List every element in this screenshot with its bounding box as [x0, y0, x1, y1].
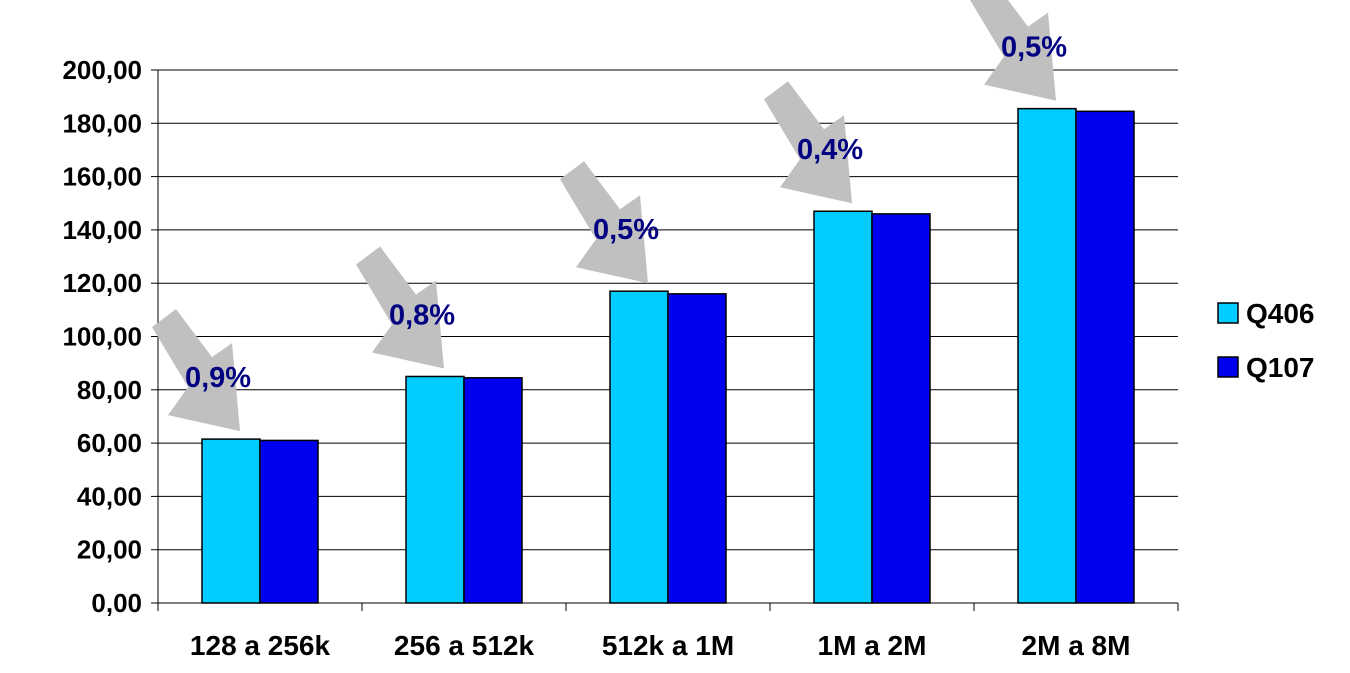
arrow-shape	[970, 0, 1056, 101]
legend-label: Q406	[1246, 298, 1315, 329]
legend-swatch	[1217, 356, 1239, 378]
y-tick-label: 0,00	[91, 588, 142, 618]
y-tick-label: 200,00	[62, 55, 142, 85]
bar-q107	[259, 439, 319, 604]
change-percent-label: 0,9%	[185, 362, 251, 394]
bar-q107	[463, 377, 523, 604]
bar-q406	[609, 290, 669, 604]
arrow-shape	[356, 246, 444, 369]
y-tick-label: 60,00	[77, 428, 142, 458]
arrow-shape	[152, 309, 240, 432]
y-tick-label: 100,00	[62, 322, 142, 352]
x-category-label: 256 a 512k	[394, 630, 535, 661]
bar-q107	[667, 293, 727, 604]
change-percent-label: 0,8%	[389, 299, 455, 331]
change-percent-label: 0,4%	[797, 134, 863, 166]
bar-q406	[813, 210, 873, 604]
change-percent-label: 0,5%	[1001, 32, 1067, 64]
y-tick-label: 120,00	[62, 268, 142, 298]
bar-q406	[405, 375, 465, 604]
y-tick-label: 160,00	[62, 162, 142, 192]
x-category-label: 512k a 1M	[602, 630, 734, 661]
y-tick-label: 180,00	[62, 108, 142, 138]
y-tick-label: 140,00	[62, 215, 142, 245]
arrow-shape	[764, 81, 852, 204]
legend-swatch	[1217, 302, 1239, 324]
arrow-shape	[560, 161, 648, 284]
bar-q107	[1075, 110, 1135, 604]
x-category-label: 2M a 8M	[1022, 630, 1131, 661]
y-tick-label: 80,00	[77, 375, 142, 405]
bar-q406	[1017, 107, 1077, 604]
change-percent-label: 0,5%	[593, 214, 659, 246]
bar-q406	[201, 438, 261, 604]
bar-q107	[871, 213, 931, 604]
y-tick-label: 40,00	[77, 481, 142, 511]
legend-label: Q107	[1246, 352, 1315, 383]
x-category-label: 1M a 2M	[818, 630, 927, 661]
x-category-label: 128 a 256k	[190, 630, 331, 661]
y-tick-label: 20,00	[77, 535, 142, 565]
